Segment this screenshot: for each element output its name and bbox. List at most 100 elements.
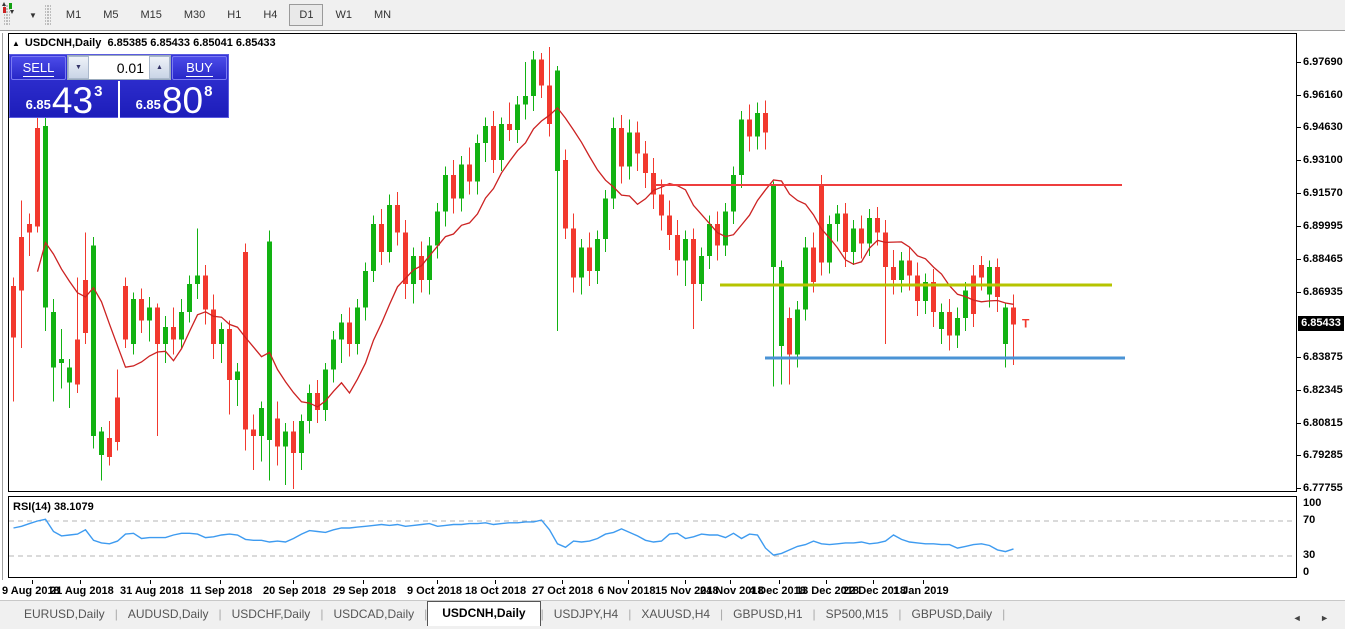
chevron-down-icon[interactable]: ▼ — [29, 10, 37, 20]
volume-control: ▼ ▲ — [67, 55, 171, 80]
sell-button[interactable]: SELL — [11, 56, 66, 80]
rsi-scale-label: 100 — [1303, 497, 1322, 509]
date-axis-label: 9 Oct 2018 — [407, 585, 463, 597]
window-left-edge — [2, 33, 3, 600]
price-axis-label: 6.89995 — [1303, 220, 1343, 233]
date-tick — [150, 580, 151, 584]
price-tick — [1297, 160, 1301, 162]
timeframe-button-h4[interactable]: H4 — [253, 4, 287, 26]
tab-scroll-arrows[interactable]: ◄ ► — [1292, 613, 1337, 623]
tab-separator: | — [540, 607, 544, 621]
tab-separator: | — [1002, 607, 1006, 621]
chart-tab-gbpusd-h1[interactable]: GBPUSD,H1 — [733, 607, 803, 621]
timeframe-button-m15[interactable]: M15 — [130, 4, 171, 26]
time-axis[interactable]: 9 Aug 2018 21 Aug 2018 31 Aug 2018 11 Sep 2… — [0, 580, 1345, 600]
timeframe-toolbar: ▼ M1 M5 M15 M30 H1 H4 D1 W1 MN — [0, 0, 1345, 31]
tab-separator: | — [898, 607, 902, 621]
chart-tab-gbpusd-daily[interactable]: GBPUSD,Daily — [911, 607, 993, 621]
price-axis-label: 6.82345 — [1303, 383, 1343, 396]
collapse-arrow-icon[interactable]: ▲ — [12, 39, 20, 48]
buy-price-display[interactable]: 6.85 80 8 — [135, 79, 213, 121]
timeframe-button-w1[interactable]: W1 — [325, 4, 362, 26]
timeframe-buttons: M1 M5 M15 M30 H1 H4 D1 W1 MN — [55, 4, 402, 26]
date-tick — [826, 580, 827, 584]
date-tick — [730, 580, 731, 584]
chart-tool-button[interactable]: ▼ — [2, 2, 41, 22]
price-tick — [1297, 389, 1301, 391]
current-price-badge: 6.85433 — [1298, 315, 1344, 331]
price-axis-label: 6.77755 — [1303, 482, 1343, 494]
chart-tab-xauusd-h4[interactable]: XAUUSD,H4 — [641, 607, 711, 621]
price-axis-label: 6.96160 — [1303, 88, 1343, 101]
date-tick — [220, 580, 221, 584]
chart-tab-audusd-daily[interactable]: AUDUSD,Daily — [127, 607, 209, 621]
date-tick — [437, 580, 438, 584]
price-tick — [1297, 192, 1301, 194]
price-axis-label: 6.91570 — [1303, 186, 1343, 199]
chart-symbol-label: USDCNH,Daily — [24, 37, 102, 49]
tab-separator: | — [320, 607, 324, 621]
rsi-scale-label: 30 — [1303, 549, 1316, 561]
toolbar-grip[interactable] — [4, 4, 10, 26]
date-axis-label: 11 Sep 2018 — [190, 585, 253, 597]
date-tick — [562, 580, 563, 584]
price-tick — [1297, 62, 1301, 63]
price-tick — [1297, 127, 1301, 129]
date-tick — [495, 580, 496, 584]
timeframe-button-m5[interactable]: M5 — [93, 4, 128, 26]
timeframe-button-m30[interactable]: M30 — [174, 4, 215, 26]
date-axis-label: 4 Dec 2018 — [749, 585, 806, 597]
rsi-scale-label: 70 — [1303, 514, 1316, 526]
price-tick — [1297, 357, 1301, 359]
timeframe-button-h1[interactable]: H1 — [217, 4, 251, 26]
volume-decrease-button[interactable]: ▼ — [68, 56, 89, 79]
rsi-indicator-pane[interactable] — [8, 496, 1297, 578]
tab-separator: | — [114, 607, 118, 621]
chart-tab-usdcnh-daily[interactable]: USDCNH,Daily — [427, 601, 541, 626]
tab-separator: | — [628, 607, 632, 621]
price-axis-label: 6.83875 — [1303, 351, 1343, 364]
date-axis-label: 31 Aug 2018 — [120, 585, 184, 597]
price-axis-label: 6.86935 — [1303, 285, 1343, 298]
price-tick — [1297, 94, 1301, 96]
rsi-indicator-label: RSI(14) 38.1079 — [13, 501, 94, 513]
chart-tab-usdjpy-h4[interactable]: USDJPY,H4 — [553, 607, 619, 621]
tab-separator: | — [812, 607, 816, 621]
date-axis-label: 24 Nov 2018 — [700, 585, 764, 597]
date-tick — [628, 580, 629, 584]
date-tick — [873, 580, 874, 584]
price-tick — [1297, 291, 1301, 293]
candlestick-chart[interactable]: T — [9, 34, 1296, 491]
date-axis-label: 6 Nov 2018 — [598, 585, 656, 597]
date-axis-label: 13 Dec 2018 — [796, 585, 859, 597]
price-tick — [1297, 259, 1301, 261]
current-bar-marker: T — [1022, 317, 1030, 331]
date-axis-label: 21 Aug 2018 — [50, 585, 114, 597]
price-tick — [1297, 226, 1301, 228]
volume-input[interactable] — [89, 56, 149, 79]
chart-tab-usdchf-daily[interactable]: USDCHF,Daily — [231, 607, 311, 621]
price-axis-label: 6.93100 — [1303, 154, 1343, 167]
date-tick — [923, 580, 924, 584]
date-axis-label: 1 Jan 2019 — [893, 585, 949, 597]
date-axis-label: 22 Dec 2018 — [843, 585, 906, 597]
buy-button[interactable]: BUY — [172, 56, 227, 80]
toolbar-grip2[interactable] — [44, 4, 51, 26]
timeframe-button-m1[interactable]: M1 — [56, 4, 91, 26]
date-axis-label: 29 Sep 2018 — [333, 585, 396, 597]
date-axis-label: 15 Nov 2018 — [655, 585, 719, 597]
rsi-chart — [9, 518, 1296, 557]
price-tick — [1297, 488, 1301, 489]
timeframe-button-d1[interactable]: D1 — [289, 4, 324, 26]
chart-tab-usdcad-daily[interactable]: USDCAD,Daily — [333, 607, 415, 621]
rsi-scale-label: 0 — [1303, 566, 1310, 578]
volume-increase-button[interactable]: ▲ — [149, 56, 170, 79]
tab-separator: | — [424, 607, 428, 621]
date-tick — [293, 580, 294, 584]
chart-tab-sp500-m15[interactable]: SP500,M15 — [825, 607, 889, 621]
sell-price-display[interactable]: 6.85 43 3 — [10, 81, 120, 119]
chart-tab-eurusd-daily[interactable]: EURUSD,Daily — [24, 607, 105, 621]
tab-separator: | — [218, 607, 222, 621]
timeframe-button-mn[interactable]: MN — [364, 4, 401, 26]
